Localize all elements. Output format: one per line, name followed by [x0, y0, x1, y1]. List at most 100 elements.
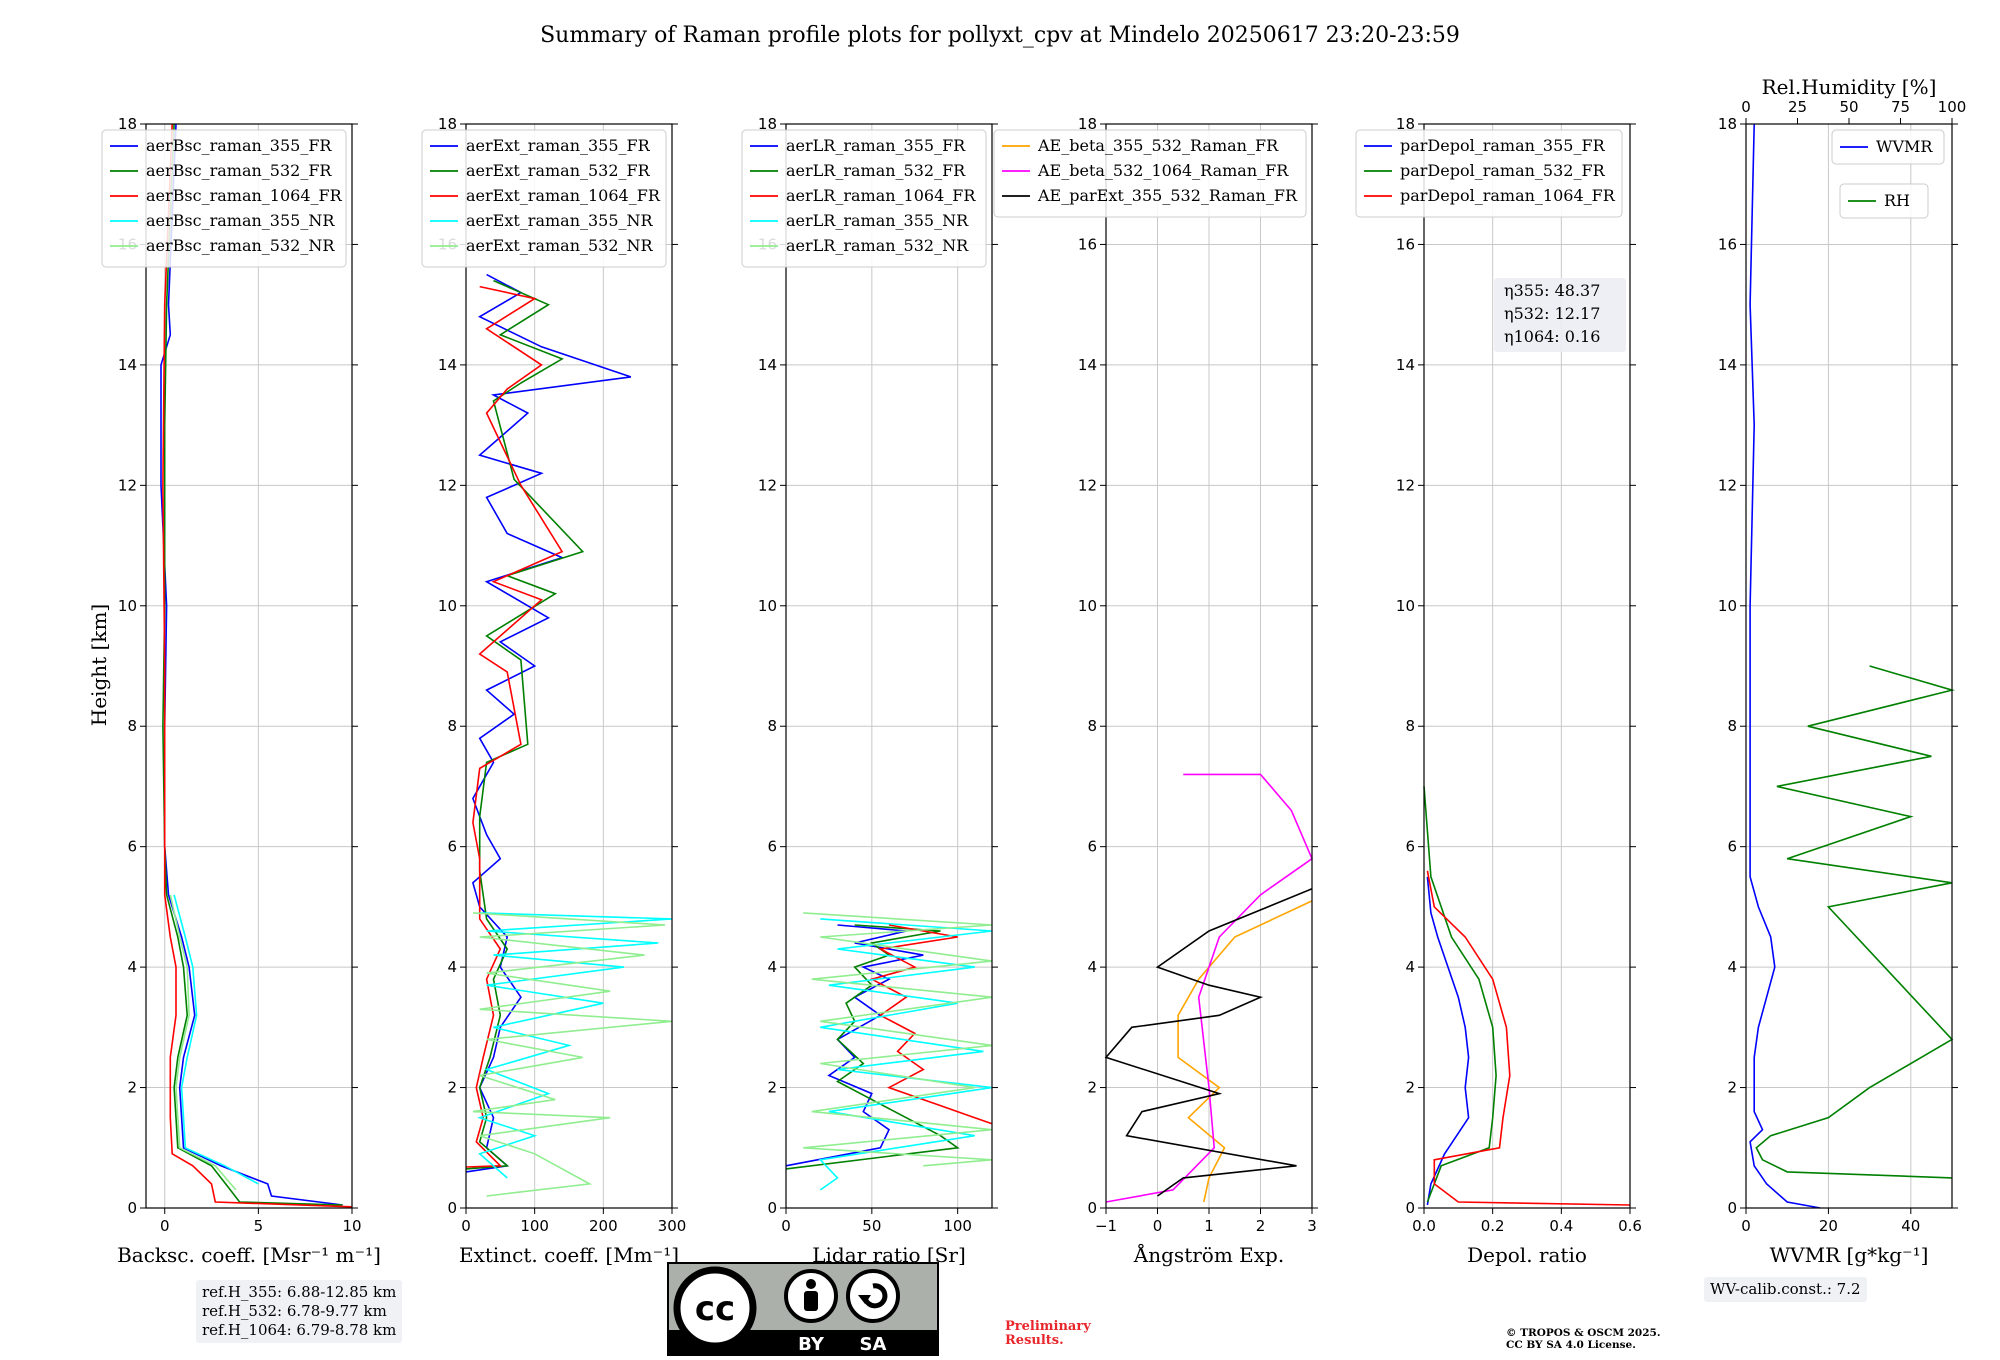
legend-label: aerExt_raman_532_NR	[466, 236, 654, 255]
y-tick-label: 8	[1727, 717, 1737, 735]
x-axis-label: Ångström Exp.	[1133, 1242, 1284, 1267]
legend-backscatter: aerBsc_raman_355_FR aerBsc_raman_532_FRae…	[101, 129, 347, 268]
preliminary-line-2: Results.	[1005, 1333, 1064, 1348]
y-tick-label: 12	[118, 476, 137, 494]
x-tick-label: 3	[1307, 1217, 1317, 1235]
y-tick-label: 0	[1087, 1199, 1097, 1217]
legend-box	[741, 129, 987, 268]
legend-depolarization: parDepol_raman_355_FR parDepol_raman_532_…	[1355, 129, 1623, 218]
legend-label: aerExt_raman_355_FR	[466, 136, 651, 155]
y-tick-label: 18	[758, 115, 777, 133]
panel-lidar_ratio: 024681012141618050100Lidar ratio [Sr]aer…	[741, 115, 998, 1267]
y-tick-label: 8	[1087, 717, 1097, 735]
legend-rh: RH	[1839, 183, 1929, 219]
x-tick-label: 20	[1819, 1217, 1838, 1235]
y-tick-label: 2	[1405, 1079, 1415, 1097]
x-tick-label: 2	[1256, 1217, 1266, 1235]
legend-label: aerExt_raman_532_FR	[466, 161, 651, 180]
y-tick-label: 0	[1405, 1199, 1415, 1217]
y-tick-label: 10	[118, 597, 137, 615]
legend-label: WVMR	[1876, 137, 1933, 156]
x-tick-label: 100	[520, 1217, 549, 1235]
eta-label: η1064: 0.16	[1504, 327, 1600, 346]
series-line-AE_beta_355_532_Raman_FR	[1177, 900, 1313, 1203]
series-line-aerExt_raman_1064_FR	[465, 285, 564, 1168]
y-tick-label: 6	[1727, 838, 1737, 856]
legend-box	[1355, 129, 1623, 218]
y-tick-label: 18	[118, 115, 137, 133]
ref-height-355: ref.H_355: 6.88-12.85 km	[202, 1283, 397, 1301]
series-line-aerExt_raman_532_FR	[465, 279, 585, 1170]
legend-label: aerLR_raman_532_NR	[786, 236, 969, 255]
y-tick-label: 12	[1078, 476, 1097, 494]
legend-label: parDepol_raman_1064_FR	[1400, 186, 1616, 205]
series-line-aerLR_raman_1064_FR	[869, 924, 993, 1125]
y-tick-label: 10	[438, 597, 457, 615]
panel-backscatter: 0246810121416180510Backsc. coeff. [Msr⁻¹…	[101, 115, 381, 1267]
legend-label: aerBsc_raman_532_NR	[146, 236, 335, 255]
x-tick-label: 0.4	[1549, 1217, 1573, 1235]
x-tick-label: 5	[254, 1217, 264, 1235]
y-tick-label: 16	[1718, 235, 1737, 253]
y-tick-label: 6	[1405, 838, 1415, 856]
legend-label: RH	[1884, 191, 1910, 210]
legend-label: aerLR_raman_1064_FR	[786, 186, 976, 205]
figure-title: Summary of Raman profile plots for polly…	[540, 23, 1460, 48]
legend-label: AE_parExt_355_532_Raman_FR	[1037, 186, 1298, 205]
y-tick-label: 2	[1087, 1079, 1097, 1097]
y-tick-label: 4	[447, 958, 457, 976]
x-tick-label: 1	[1204, 1217, 1214, 1235]
y-tick-label: 8	[447, 717, 457, 735]
x-tick-label: 0.0	[1412, 1217, 1436, 1235]
y-axis-label: Height [km]	[87, 604, 111, 726]
legend-extinction: aerExt_raman_355_FR aerExt_raman_532_FRae…	[421, 129, 667, 268]
plot-frame	[465, 123, 673, 1209]
y-tick-label: 2	[767, 1079, 777, 1097]
y-tick-label: 4	[767, 958, 777, 976]
legend-label: aerLR_raman_355_FR	[786, 136, 966, 155]
sa-arrowhead-icon	[858, 1295, 871, 1304]
x-tick-label: 0	[461, 1217, 471, 1235]
x2-tick-label: 0	[1741, 98, 1751, 116]
x2-tick-label: 25	[1788, 98, 1807, 116]
y-tick-label: 14	[1078, 356, 1097, 374]
series-line-parDepol_raman_532_FR	[1423, 786, 1497, 1203]
y-tick-label: 10	[1718, 597, 1737, 615]
cc-icon	[673, 1266, 757, 1350]
y-tick-label: 16	[1078, 235, 1097, 253]
legend-box	[1831, 129, 1945, 165]
legend-label: AE_beta_532_1064_Raman_FR	[1037, 161, 1289, 180]
by-person-head	[806, 1279, 816, 1289]
y-tick-label: 14	[1396, 356, 1415, 374]
y-tick-label: 8	[767, 717, 777, 735]
ref-height-532: ref.H_532: 6.78-9.77 km	[202, 1302, 387, 1320]
y-tick-label: 2	[447, 1079, 457, 1097]
x2-tick-label: 75	[1891, 98, 1910, 116]
ref-height-1064: ref.H_1064: 6.79-8.78 km	[202, 1321, 397, 1339]
legend-label: aerLR_raman_355_NR	[786, 211, 969, 230]
y-tick-label: 14	[118, 356, 137, 374]
x-tick-label: 0	[1741, 1217, 1751, 1235]
y-tick-label: 2	[1727, 1079, 1737, 1097]
series-line-aerBsc_raman_532_NR	[169, 894, 237, 1191]
x-tick-label: 100	[943, 1217, 972, 1235]
panel-depolarization: 0 2 4 6 8 10 12 14 16 18 0.0 0.2 0.4 0.6 Depol. ratio p…	[1355, 115, 1642, 1267]
legend-angstrom: AE_beta_355_532_Raman_FR AE_beta_532_1064…	[993, 129, 1307, 218]
series-line-aerExt_raman_532_NR	[472, 912, 673, 1197]
eta-annotations: η355: 48.37 η532: 12.17 η1064: 0.16	[1494, 278, 1626, 352]
series-line-AE_beta_532_1064_Raman_FR	[1105, 773, 1313, 1203]
y-tick-label: 18	[1078, 115, 1097, 133]
y-tick-label: 10	[1396, 597, 1415, 615]
legend-box	[421, 129, 667, 268]
y-tick-label: 6	[447, 838, 457, 856]
cc-license-badge: cc BY SA	[667, 1262, 939, 1356]
y-tick-label: 6	[1087, 838, 1097, 856]
eta-label: η532: 12.17	[1504, 304, 1600, 323]
y-tick-label: 18	[438, 115, 457, 133]
panel-extinction: 0246810121416180100200300Extinct. coeff.…	[421, 115, 686, 1267]
plot-frame	[785, 123, 993, 1209]
panels-group: 0246810121416180510Backsc. coeff. [Msr⁻¹…	[101, 75, 1966, 1267]
plot-frame	[1745, 123, 1953, 1209]
x2-axis-label: Rel.Humidity [%]	[1762, 75, 1937, 99]
